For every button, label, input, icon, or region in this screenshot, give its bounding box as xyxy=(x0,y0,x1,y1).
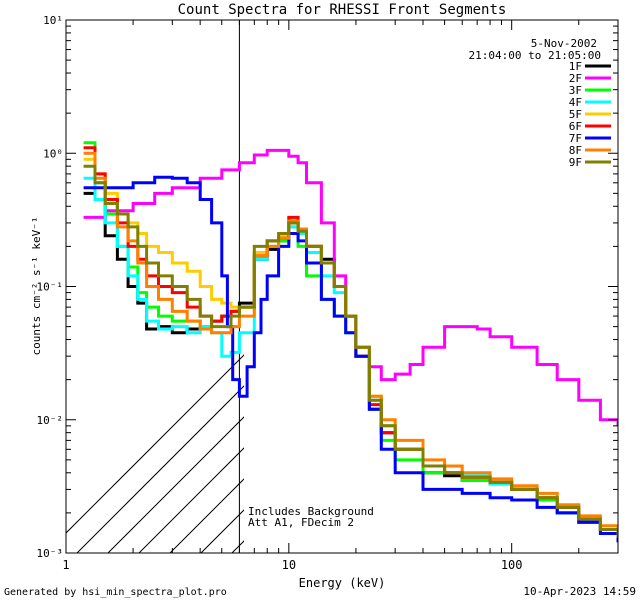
series-line-2F xyxy=(83,148,618,426)
legend-label-9F: 9F xyxy=(569,156,582,169)
x-tick-label: 100 xyxy=(501,558,523,572)
footer-timestamp: 10-Apr-2023 14:59 xyxy=(523,585,636,598)
legend-label-2F: 2F xyxy=(569,72,582,85)
legend-label-1F: 1F xyxy=(569,60,582,73)
y-tick-label: 10⁻¹ xyxy=(37,281,64,294)
annotation-attenuator: Att A1, FDecim 2 xyxy=(248,516,354,529)
hatch-line xyxy=(107,416,244,553)
y-axis-label: counts cm⁻² s⁻¹ keV⁻¹ xyxy=(30,216,43,355)
legend-label-7F: 7F xyxy=(569,132,582,145)
hatch-line xyxy=(76,385,244,553)
chart-title: Count Spectra for RHESSI Front Segments xyxy=(178,2,507,18)
series-group xyxy=(83,141,618,543)
y-tick-label: 10⁻² xyxy=(37,414,64,427)
series-line-3F xyxy=(83,141,618,538)
series-line-7F xyxy=(83,175,618,543)
annotation-background: Includes Background xyxy=(248,505,374,518)
series-line-6F xyxy=(83,146,618,538)
hatch-line xyxy=(138,447,244,553)
hatch-line xyxy=(66,354,244,534)
legend-label-4F: 4F xyxy=(569,96,582,109)
hatched-region xyxy=(66,20,640,553)
y-tick-label: 10¹ xyxy=(43,14,63,27)
y-tick-label: 10⁰ xyxy=(43,147,63,160)
series-line-8F xyxy=(83,151,618,534)
y-tick-label: 10⁻³ xyxy=(37,547,64,560)
observation-date: 5-Nov-2002 xyxy=(531,37,597,50)
x-tick-label: 10 xyxy=(282,558,296,572)
time-range: 21:04:00 to 21:05:00 xyxy=(469,49,601,62)
x-tick-label: 1 xyxy=(62,558,69,572)
legend-label-5F: 5F xyxy=(569,108,582,121)
axis-ticks: 1 10 100 10⁻³ 10⁻² 10⁻¹ 10⁰ 10¹ xyxy=(37,14,619,572)
legend-label-8F: 8F xyxy=(569,144,582,157)
series-line-9F xyxy=(83,164,618,538)
x-axis-label: Energy (keV) xyxy=(299,576,386,590)
hatch-line xyxy=(573,20,640,553)
legend-label-3F: 3F xyxy=(569,84,582,97)
footer-generated-by: Generated by hsi_min_spectra_plot.pro xyxy=(4,587,227,598)
hatch-line xyxy=(542,20,640,553)
legend-label-6F: 6F xyxy=(569,120,582,133)
hatch-line xyxy=(635,20,640,553)
